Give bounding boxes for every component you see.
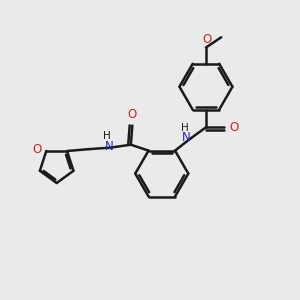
- Text: O: O: [33, 143, 42, 156]
- Text: O: O: [230, 121, 239, 134]
- Text: O: O: [128, 108, 137, 121]
- Text: H: H: [103, 131, 111, 141]
- Text: H: H: [181, 123, 188, 133]
- Text: O: O: [202, 33, 211, 46]
- Text: N: N: [104, 140, 113, 153]
- Text: N: N: [182, 131, 190, 144]
